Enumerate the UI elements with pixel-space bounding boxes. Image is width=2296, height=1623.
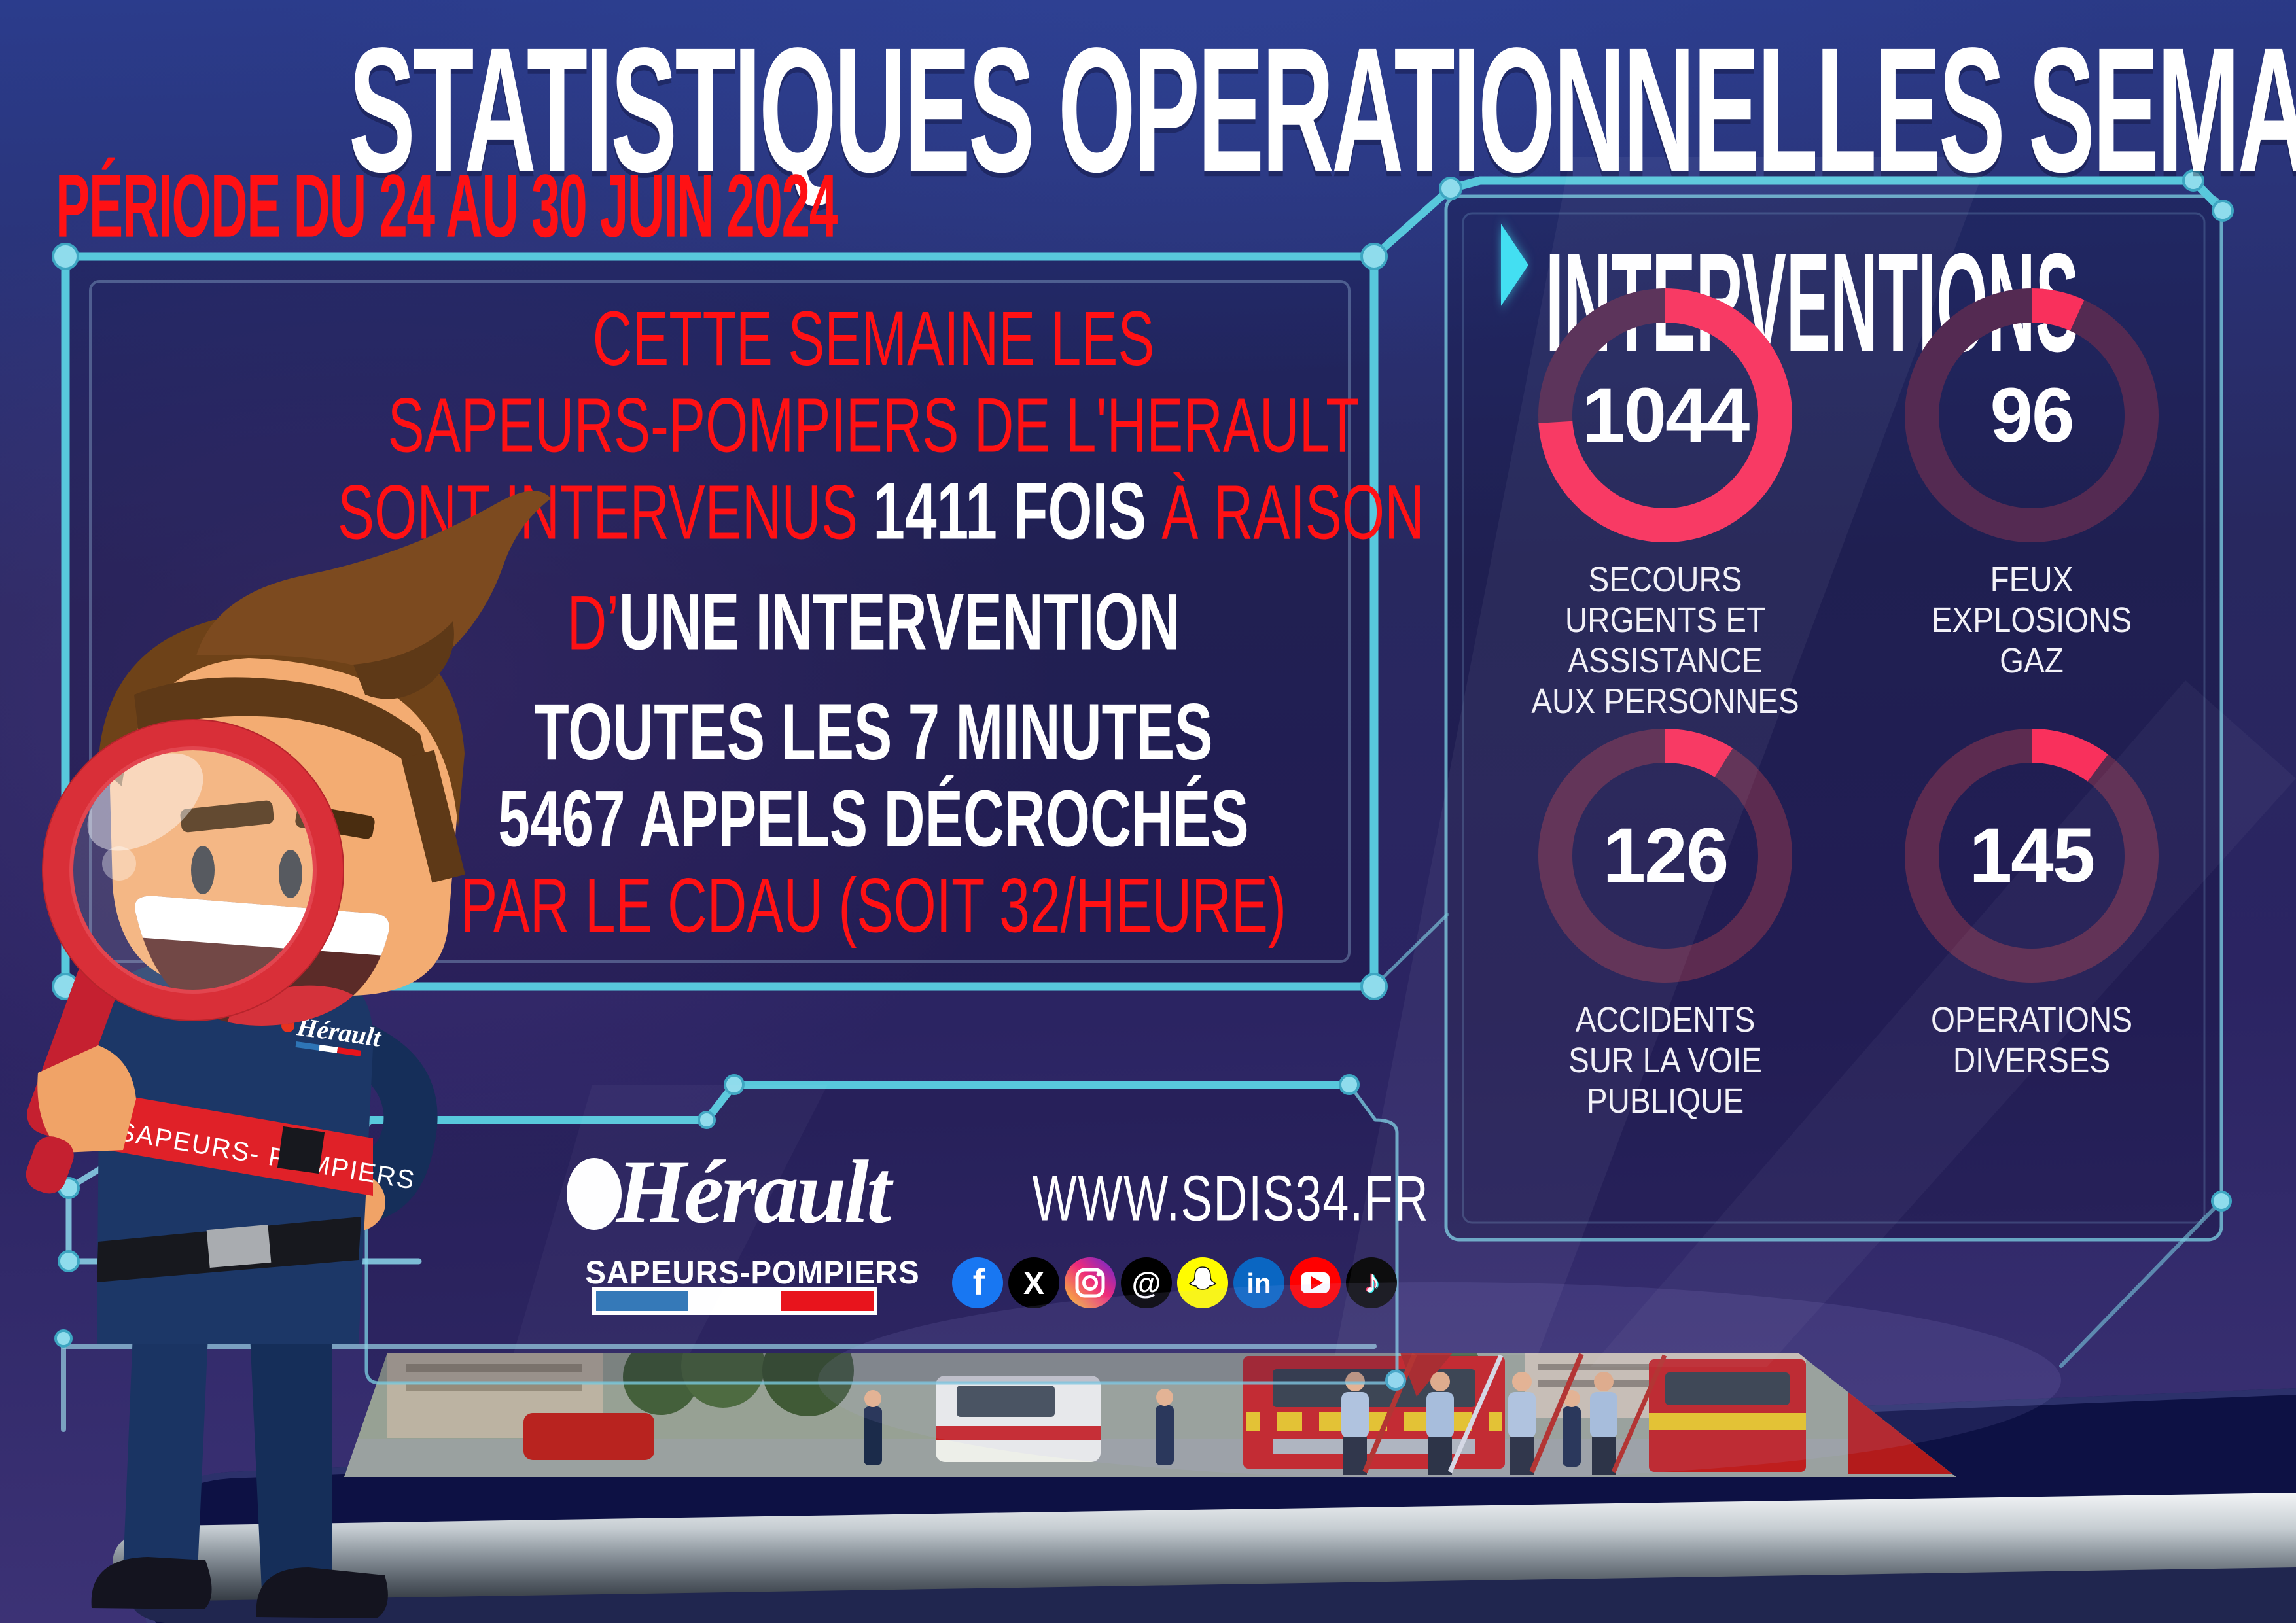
parade-photo [344,1353,1956,1477]
donut-secours-urgents: 1044 SECOURS URGENTS ET ASSISTANCE AUX P… [1482,278,1848,722]
intro-line-4: D’UNE INTERVENTION [567,577,1180,667]
intro-text-block: CETTE SEMAINE LES SAPEURS-POMPIERS DE L'… [338,296,1424,949]
herault-logo: Hérault [567,1140,936,1244]
intro-line-6: 5467 APPELS DÉCROCHÉS [498,774,1249,864]
mascot-left-leg [123,1302,209,1571]
herault-logo-subtitle: SAPEURS-POMPIERS [585,1254,920,1291]
social-icons-row: f X @ in ♪ ♪ ♪ [952,1257,1397,1308]
donut-ring [1538,729,1792,983]
donut-label: SECOURS URGENTS ET ASSISTANCE AUX PERSON… [1531,560,1799,721]
intro-line-5: TOUTES LES 7 MINUTES [534,688,1213,778]
donut-label: OPERATIONS DIVERSES [1930,1000,2133,1080]
tiktok-icon[interactable]: ♪ ♪ ♪ [1346,1257,1397,1308]
phone-underside [130,1567,2296,1623]
x-twitter-icon[interactable]: X [1008,1257,1059,1308]
donut-feux-explosions: 96 FEUX EXPLOSIONS GAZ [1848,278,2215,681]
herault-logo-mark [567,1158,622,1230]
page-subtitle: PÉRIODE DU 24 AU 30 JUIN 2024 [56,156,838,256]
donut-operations-diverses: 145 OPERATIONS DIVERSES [1848,718,2215,1081]
youtube-icon[interactable] [1290,1257,1341,1308]
mascot-belt-buckle [206,1225,272,1268]
donut-accidents-voie-publique: 126 ACCIDENTS SUR LA VOIE PUBLIQUE [1482,718,1848,1121]
svg-text:@: @ [1132,1266,1161,1300]
french-flag-bar [592,1287,877,1315]
mascot-left-hand [37,1045,136,1153]
snapchat-icon[interactable] [1177,1257,1228,1308]
donut-label: FEUX EXPLOSIONS GAZ [1931,560,2132,680]
interventions-arrow-icon [1501,224,1528,306]
donut-label: ACCIDENTS SUR LA VOIE PUBLIQUE [1568,1000,1762,1121]
magnifying-glass-icon [26,719,344,1194]
svg-text:♪: ♪ [1363,1263,1379,1299]
instagram-icon[interactable] [1065,1257,1116,1308]
donut-ring [1538,288,1792,542]
website-link[interactable]: WWW.SDIS34.FR [1032,1162,1430,1234]
threads-icon[interactable]: @ [1121,1257,1172,1308]
svg-text:♪: ♪ [1364,1263,1381,1300]
donut-value: 126 [1602,812,1729,899]
page-title: STATISTIQUES OPERATIONNELLES SEMAINE 26 [349,10,2296,209]
intro-line-3: SONT INTERVENUS 1411 FOIS À RAISON [338,466,1424,557]
svg-text:X: X [1023,1266,1044,1301]
intro-line-7: PAR LE CDAU (SOIT 32/HEURE) [461,862,1286,949]
donut-value: 145 [1969,812,2096,899]
intro-line-2: SAPEURS-POMPIERS DE L'HERAULT [387,382,1360,469]
mascot-right-leg [249,1305,332,1591]
donut-ring [1905,288,2159,542]
donut-value: 1044 [1581,372,1750,459]
mascot-left-shoe [91,1557,212,1609]
mascot-right-shoe [256,1567,388,1618]
intro-line-1: CETTE SEMAINE LES [592,296,1155,383]
facebook-icon[interactable]: f [952,1257,1003,1308]
svg-text:♪: ♪ [1366,1264,1382,1300]
svg-text:f: f [973,1261,985,1302]
svg-text:in: in [1246,1268,1271,1299]
donut-ring [1905,729,2159,983]
linkedin-icon[interactable]: in [1233,1257,1284,1308]
donut-value: 96 [1990,372,2074,459]
mascot-pocket [277,1126,325,1174]
